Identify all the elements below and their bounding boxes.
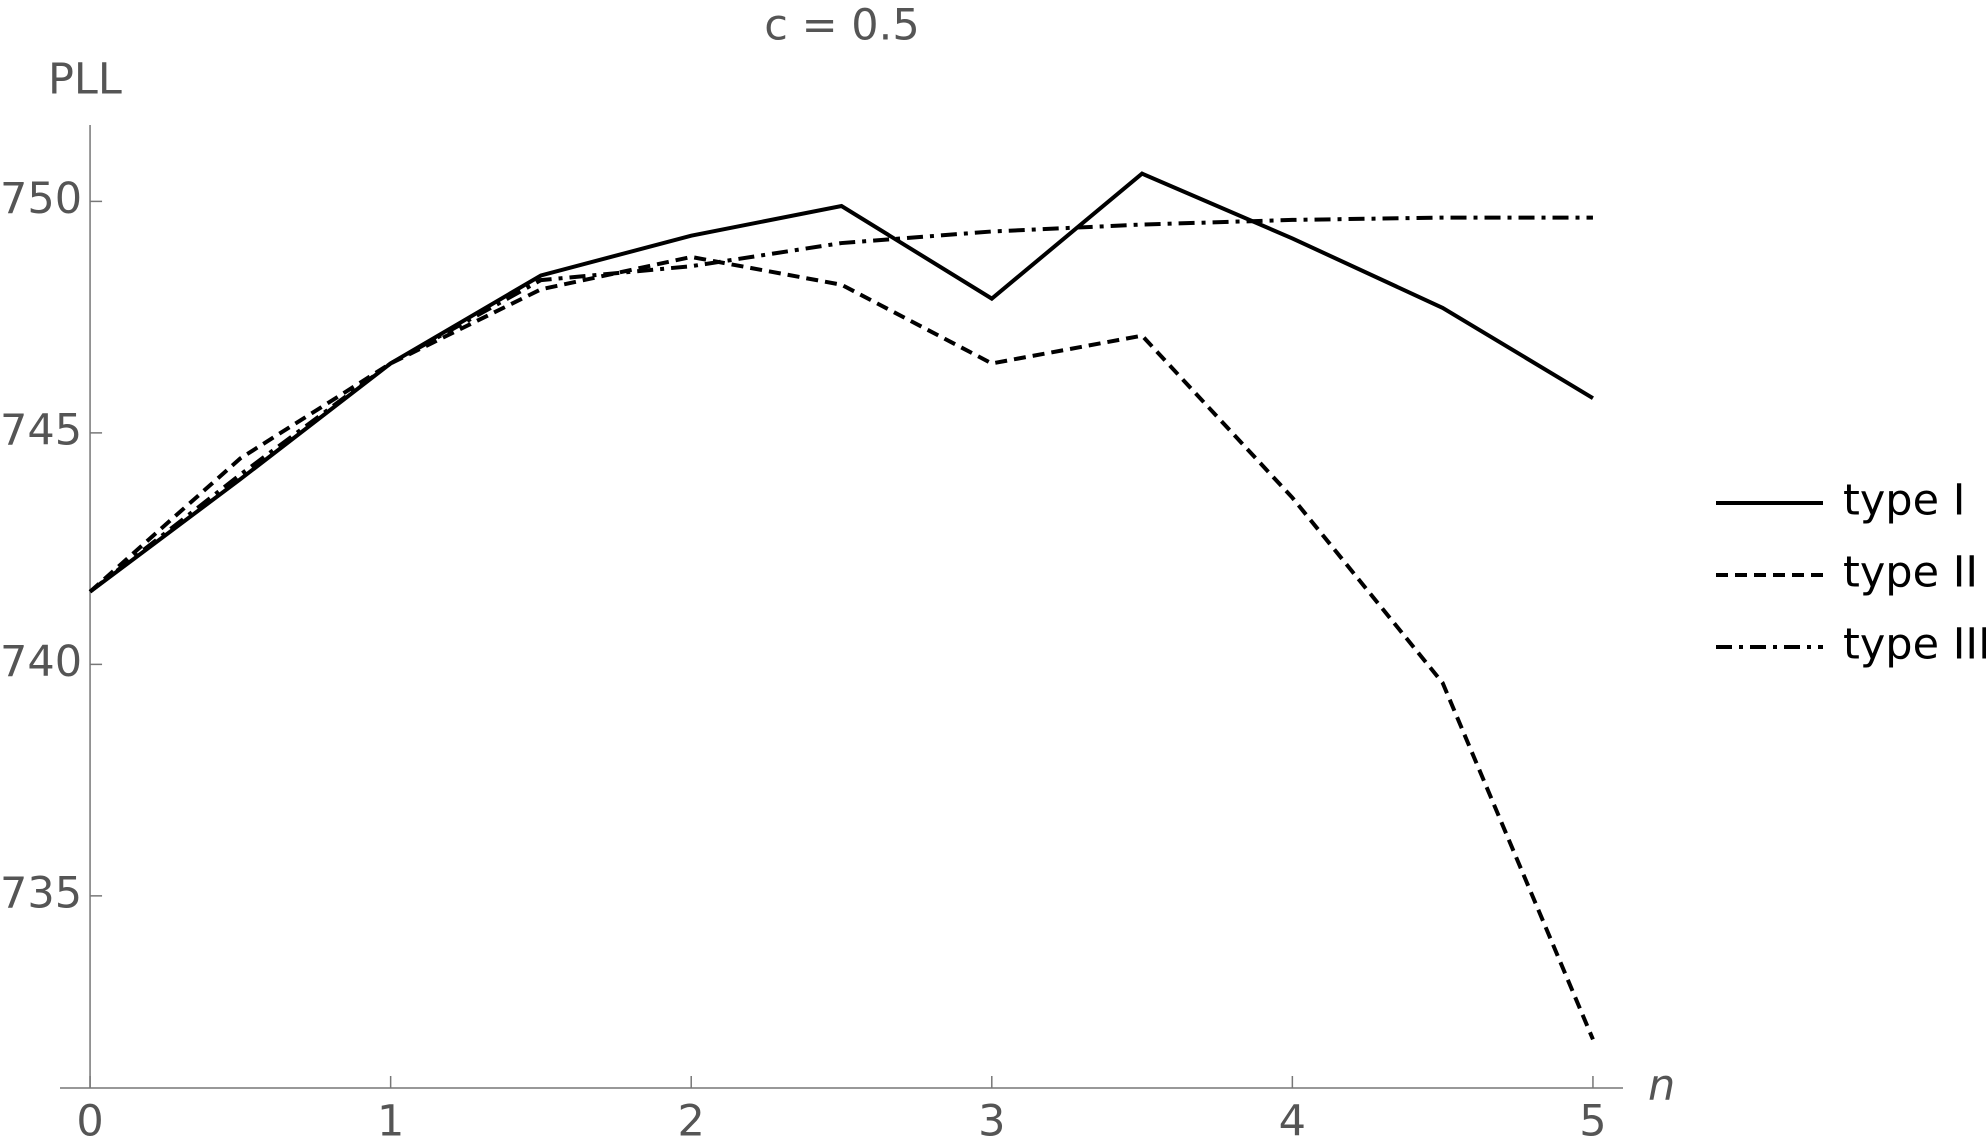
legend-label: type II (1843, 548, 1978, 598)
y-tick-label: 740 (0, 637, 82, 687)
x-tick-label: 2 (678, 1097, 705, 1144)
x-axis-label: n (1648, 1061, 1675, 1111)
y-tick-label: 750 (0, 174, 82, 224)
y-tick-label: 745 (0, 405, 82, 455)
x-tick-label: 3 (978, 1097, 1005, 1144)
x-tick-label: 4 (1279, 1097, 1306, 1144)
y-tick-label: 735 (0, 868, 82, 918)
x-tick-label: 0 (76, 1097, 103, 1144)
series-line (88, 171, 1594, 594)
series-line (88, 254, 1595, 1041)
x-tick-label: 5 (1579, 1097, 1606, 1144)
series-line (88, 215, 1593, 594)
y-axis-label: PLL (48, 55, 122, 105)
legend-label: type III (1843, 620, 1986, 670)
x-tick-label: 1 (377, 1097, 404, 1144)
legend-label: type I (1843, 476, 1965, 526)
chart-title: c = 0.5 (764, 1, 919, 51)
